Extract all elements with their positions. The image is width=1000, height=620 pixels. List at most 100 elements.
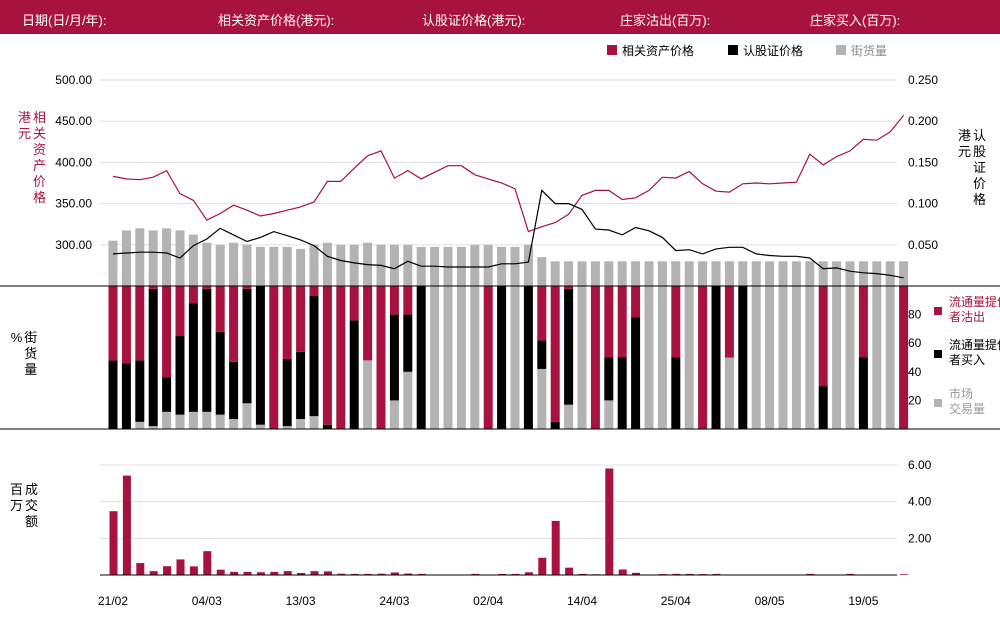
turnover-bar	[256, 572, 265, 575]
turnover-bar	[524, 572, 533, 575]
bought-bar	[175, 336, 185, 415]
outstanding-bar	[403, 244, 413, 286]
flow-legend-label: 市场	[949, 386, 973, 401]
axis-title-char: 格	[33, 190, 47, 205]
bought-bar	[255, 286, 265, 425]
axis-title-char: 元	[17, 126, 31, 141]
turnover-bar	[685, 573, 694, 575]
right-tick-label: 0.200	[908, 114, 938, 128]
outstanding-bar	[657, 261, 667, 286]
warrant-price-label: 认股证价格(港元):	[422, 13, 526, 28]
market-bar	[215, 414, 225, 429]
turnover-tick-label: 6.00	[908, 458, 932, 472]
legends: 相关资产价格认股证价格街货量流通量提供者沽出流通量提供者买入市场交易量	[607, 43, 1000, 416]
sold-bar	[483, 286, 493, 429]
turnover-bar	[632, 572, 641, 575]
turnover-bar	[390, 572, 399, 575]
market-bar	[175, 414, 185, 429]
outstanding-bar	[858, 261, 868, 286]
header-bar: 日期(日/月/年): 相关资产价格(港元): 认股证价格(港元): 庄家沽出(百…	[0, 0, 1000, 34]
right-tick-label: 0.050	[908, 238, 938, 252]
sold-bar	[389, 286, 399, 315]
right-axis-title: 认股证价格 港元	[950, 128, 994, 208]
market-bar	[577, 286, 587, 429]
outstanding-bar	[309, 244, 319, 286]
sold-bar	[336, 286, 346, 429]
turnover-bar	[672, 573, 681, 575]
sold-bar	[242, 286, 252, 289]
axis-title-char: 量	[24, 362, 38, 377]
outstanding-bar	[765, 261, 775, 286]
turnover-bar	[189, 566, 198, 575]
axis-title-char: 货	[24, 346, 38, 361]
x-tick-label: 14/04	[567, 594, 597, 608]
sold-bar	[376, 286, 386, 429]
bought-bar	[497, 286, 507, 429]
outstanding-bar	[684, 261, 694, 286]
x-tick-label: 25/04	[661, 594, 691, 608]
outstanding-bar	[296, 248, 306, 286]
bought-bar	[242, 288, 252, 404]
flow-legend-label: 者沽出	[949, 310, 985, 324]
outstanding-bar	[698, 261, 708, 286]
turnover-bar	[203, 551, 212, 575]
market-bar	[885, 286, 895, 429]
bought-bar	[818, 386, 828, 429]
turnover-bar	[498, 573, 507, 575]
outstanding-bar	[631, 261, 641, 286]
outstanding-bar	[537, 257, 547, 286]
market-bar	[242, 403, 252, 429]
axis-title-char: %	[10, 330, 23, 345]
market-bar	[657, 286, 667, 429]
market-bar	[510, 286, 520, 429]
axis-title-char: 认	[973, 128, 987, 143]
outstanding-bar	[590, 261, 600, 286]
market-bar	[202, 411, 212, 429]
sold-bar	[322, 286, 332, 425]
turnover-bar	[310, 571, 319, 575]
sold-bar	[215, 286, 225, 332]
outstanding-bar	[738, 261, 748, 286]
flow-axis-title: 街货量%	[2, 330, 46, 378]
sold-bar	[175, 286, 185, 337]
axis-title-char: 价	[33, 174, 47, 189]
flow-legend-swatch	[934, 399, 942, 407]
sold-bar	[631, 286, 641, 318]
outstanding-bar	[617, 261, 627, 286]
market-bar	[751, 286, 761, 429]
turnover-bar	[565, 567, 574, 575]
gridlines	[100, 79, 897, 539]
outstanding-bar	[483, 244, 493, 286]
right-tick-label: 0.250	[908, 73, 938, 87]
outstanding-bar	[564, 261, 574, 286]
outstanding-bar	[322, 242, 332, 286]
bought-bar	[550, 421, 560, 429]
outstanding-bar	[349, 244, 359, 286]
market-bar	[765, 286, 775, 429]
market-bar	[255, 424, 265, 429]
market-bar	[564, 404, 574, 429]
bought-bar	[296, 351, 306, 419]
axis-title-char: 成	[25, 482, 39, 497]
sold-bar	[269, 286, 279, 429]
outstanding-bar	[751, 261, 761, 286]
axis-title-char: 街	[24, 330, 38, 345]
market-bar	[135, 421, 145, 429]
bought-bar	[858, 357, 868, 429]
bought-bar	[309, 296, 319, 417]
turnover-bar	[417, 573, 426, 575]
sold-bar	[537, 286, 547, 341]
flow-legend-label: 交易量	[949, 401, 985, 416]
sold-bar	[818, 286, 828, 387]
bought-bar	[403, 314, 413, 372]
sold-bar	[108, 286, 118, 361]
underlying-price-line	[112, 115, 905, 233]
left-tick-label: 500.00	[55, 73, 92, 87]
sold-bar	[188, 286, 198, 304]
sold-bar	[349, 286, 359, 321]
market-bar	[684, 286, 694, 429]
outstanding-bar	[148, 230, 158, 286]
outstanding-bar	[818, 261, 828, 286]
market-bar	[832, 286, 842, 429]
underlying-price-label: 相关资产价格(港元):	[218, 13, 335, 28]
